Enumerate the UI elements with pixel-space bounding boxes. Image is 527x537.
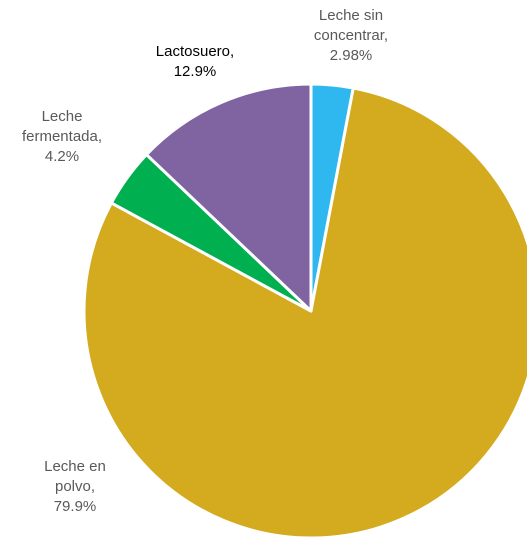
slice-label-line: fermentada,	[21, 128, 103, 145]
slice-label-line: Leche sin	[318, 7, 384, 24]
slice-label-lactosuero: Lactosuero, 12.9%	[140, 42, 250, 82]
pie-slice-leche-en-polvo	[82, 86, 527, 537]
slice-label-value: 79.9%	[53, 498, 97, 515]
slice-label-value: 4.2%	[44, 148, 80, 165]
slice-label-line: Lactosuero,	[155, 43, 235, 60]
slice-label-leche-fermentada: Leche fermentada, 4.2%	[10, 107, 114, 167]
slice-label-leche-en-polvo: Leche en polvo, 79.9%	[30, 457, 120, 517]
pie-slice-lactosuero	[144, 82, 313, 313]
slice-label-line: Leche en	[44, 458, 106, 475]
slice-label-line: Leche	[41, 108, 83, 125]
slice-label-leche-sin-concentrar: Leche sin concentrar, 2.98%	[296, 6, 406, 66]
slice-label-line: concentrar,	[313, 27, 389, 44]
slice-label-line: polvo,	[54, 478, 96, 495]
slice-label-value: 12.9%	[173, 63, 217, 80]
slice-label-value: 2.98%	[329, 47, 373, 64]
